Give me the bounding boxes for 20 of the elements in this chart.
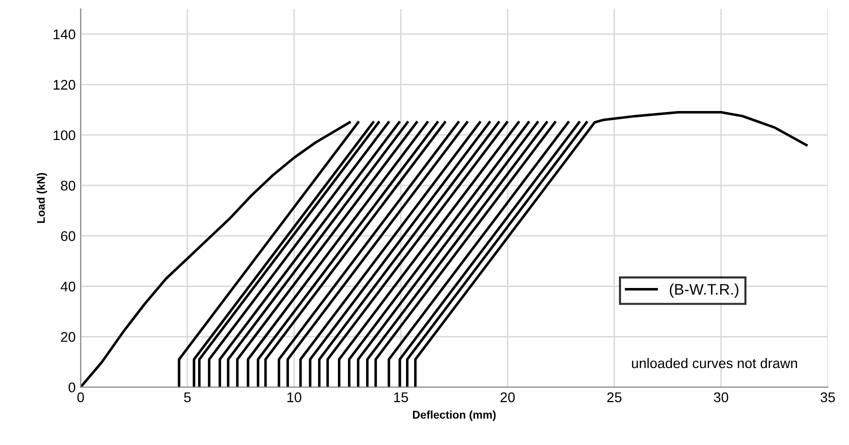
x-tick-label: 5 bbox=[184, 392, 191, 402]
legend-label: (B-W.T.R.) bbox=[670, 284, 738, 298]
y-tick-label: 60 bbox=[61, 231, 76, 242]
y-tick-label: 20 bbox=[61, 332, 76, 342]
x-tick-label: 25 bbox=[607, 392, 622, 402]
y-tick-label: 140 bbox=[54, 29, 76, 40]
x-tick-label: 30 bbox=[714, 392, 728, 402]
annotation: unloaded curves not drawn bbox=[632, 358, 797, 368]
y-tick-label: 120 bbox=[54, 80, 76, 90]
y-tick-label: 0 bbox=[68, 382, 76, 392]
x-tick-label: 20 bbox=[500, 392, 515, 402]
x-axis-title: Deflection (mm) bbox=[412, 410, 496, 421]
x-tick-label: 10 bbox=[287, 392, 302, 402]
x-tick-label: 0 bbox=[77, 392, 84, 402]
y-tick-label: 40 bbox=[60, 282, 76, 292]
x-tick-label: 35 bbox=[820, 392, 835, 402]
y-axis-title: Load (kN) bbox=[36, 172, 48, 223]
y-tick-label: 80 bbox=[60, 180, 76, 191]
x-tick-label: 15 bbox=[394, 392, 408, 402]
y-tick-label: 100 bbox=[54, 130, 76, 140]
